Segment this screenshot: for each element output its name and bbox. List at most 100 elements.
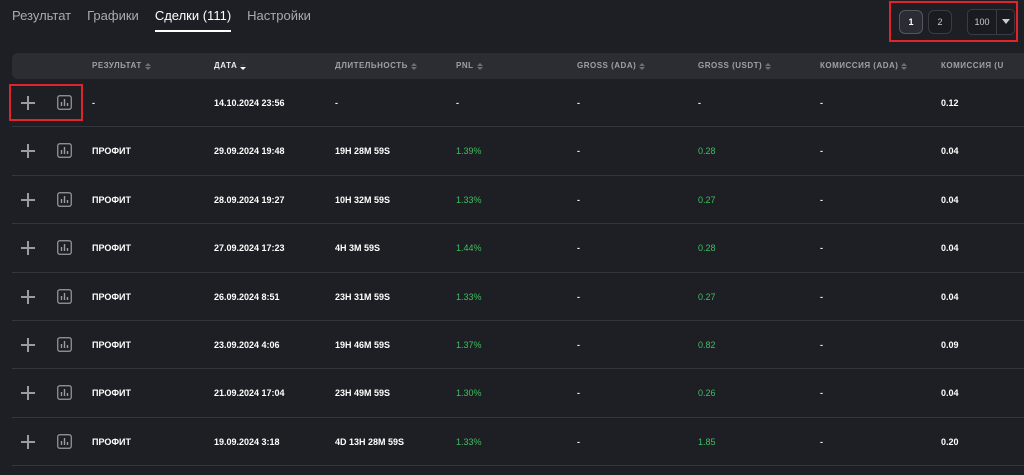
cell-pnl: 1.44% (456, 243, 482, 254)
cell-result: ПРОФИТ (92, 243, 132, 254)
bar-chart-icon[interactable] (57, 433, 72, 449)
cell-result: ПРОФИТ (92, 388, 132, 399)
cell-fee-usdt: 0.09 (941, 339, 959, 350)
cell-date: 21.09.2024 17:04 (214, 388, 285, 399)
table-row: ПРОФИТ 23.09.2024 4:06 19H 46M 59S 1.37%… (12, 321, 1024, 370)
cell-duration: 19H 46M 59S (335, 339, 391, 350)
table-header: РЕЗУЛЬТАТ ДАТА ДЛИТЕЛЬНОСТЬ PNL GROSS (A… (12, 53, 1024, 79)
bar-chart-icon[interactable] (57, 385, 72, 401)
cell-result: ПРОФИТ (92, 146, 132, 157)
cell-gross-usdt: - (698, 98, 701, 108)
column-header-fee-usdt[interactable]: КОМИССИЯ (U (941, 53, 1004, 79)
plus-icon[interactable] (21, 434, 35, 449)
cell-date: 19.09.2024 3:18 (214, 436, 280, 447)
cell-fee-ada: - (820, 243, 823, 254)
cell-gross-ada: - (577, 291, 580, 302)
cell-pnl: 1.33% (456, 291, 482, 302)
cell-gross-usdt: 0.26 (698, 388, 716, 399)
per-page-select[interactable]: 100 (967, 8, 1015, 35)
cell-date: 26.09.2024 8:51 (214, 291, 280, 302)
cell-gross-usdt: 0.28 (698, 243, 716, 254)
cell-result: ПРОФИТ (92, 339, 132, 350)
tab-trades[interactable]: Сделки (111) (154, 0, 232, 32)
cell-fee-ada: - (820, 98, 823, 108)
cell-pnl: 1.37% (456, 339, 482, 350)
plus-icon[interactable] (21, 289, 35, 304)
cell-fee-usdt: 0.04 (941, 194, 959, 205)
plus-icon[interactable] (21, 96, 35, 110)
cell-fee-ada: - (820, 291, 823, 302)
bar-chart-icon[interactable] (57, 143, 72, 159)
cell-fee-usdt: 0.12 (941, 98, 959, 108)
cell-date: 14.10.2024 23:56 (214, 98, 285, 108)
cell-result: - (92, 98, 95, 108)
cell-date: 29.09.2024 19:48 (214, 146, 285, 157)
cell-gross-usdt: 0.27 (698, 291, 716, 302)
cell-date: 27.09.2024 17:23 (214, 243, 285, 254)
cell-pnl: 1.33% (456, 194, 482, 205)
plus-icon[interactable] (21, 144, 35, 159)
column-label: GROSS (USDT) (698, 61, 763, 70)
cell-fee-usdt: 0.04 (941, 291, 959, 302)
table-row: ПРОФИТ 19.09.2024 3:18 4D 13H 28M 59S 1.… (12, 418, 1024, 467)
cell-date: 23.09.2024 4:06 (214, 339, 280, 350)
cell-gross-ada: - (577, 98, 580, 108)
sort-arrows-icon (901, 62, 908, 70)
plus-icon[interactable] (21, 337, 35, 352)
bar-chart-icon[interactable] (57, 288, 72, 304)
sort-arrows-icon (410, 62, 417, 70)
table-body: - 14.10.2024 23:56 - - - - - 0.12 ПРОФИТ… (12, 79, 1024, 467)
cell-duration: 19H 28M 59S (335, 146, 391, 157)
cell-gross-usdt: 0.28 (698, 146, 716, 157)
cell-fee-usdt: 0.20 (941, 436, 959, 447)
tab-charts[interactable]: Графики (87, 8, 139, 23)
bar-chart-icon[interactable] (57, 240, 72, 256)
cell-gross-ada: - (577, 243, 580, 254)
tab-settings[interactable]: Настройки (247, 8, 311, 23)
column-label: КОМИССИЯ (ADA) (820, 61, 899, 70)
cell-gross-ada: - (577, 339, 580, 350)
cell-date: 28.09.2024 19:27 (214, 194, 285, 205)
tab-result[interactable]: Результат (12, 8, 72, 23)
cell-fee-usdt: 0.04 (941, 243, 959, 254)
cell-fee-ada: - (820, 388, 823, 399)
table-row: ПРОФИТ 28.09.2024 19:27 10H 32M 59S 1.33… (12, 176, 1024, 225)
sort-arrows-icon (765, 62, 772, 70)
column-header-fee-ada[interactable]: КОМИССИЯ (ADA) (820, 53, 908, 79)
cell-gross-usdt: 0.82 (698, 339, 716, 350)
cell-fee-ada: - (820, 436, 823, 447)
plus-icon[interactable] (21, 192, 35, 207)
cell-duration: 10H 32M 59S (335, 194, 391, 205)
cell-pnl: 1.33% (456, 436, 482, 447)
cell-duration: 23H 31M 59S (335, 291, 391, 302)
cell-result: ПРОФИТ (92, 194, 132, 205)
page-button-2[interactable]: 2 (928, 9, 952, 34)
column-header-gross-usdt[interactable]: GROSS (USDT) (698, 53, 772, 79)
tab-bar: Результат Графики Сделки (111) Настройки (12, 0, 311, 34)
column-header-result[interactable]: РЕЗУЛЬТАТ (92, 53, 151, 79)
cell-fee-usdt: 0.04 (941, 388, 959, 399)
page-button-1[interactable]: 1 (899, 9, 923, 34)
column-header-pnl[interactable]: PNL (456, 53, 483, 79)
cell-gross-usdt: 1.85 (698, 436, 716, 447)
plus-icon[interactable] (21, 241, 35, 256)
cell-duration: - (335, 98, 338, 108)
table-row: ПРОФИТ 27.09.2024 17:23 4H 3M 59S 1.44% … (12, 224, 1024, 273)
bar-chart-icon[interactable] (57, 337, 72, 352)
plus-icon[interactable] (21, 386, 35, 401)
trades-table: РЕЗУЛЬТАТ ДАТА ДЛИТЕЛЬНОСТЬ PNL GROSS (A… (12, 53, 1024, 467)
cell-fee-ada: - (820, 339, 823, 350)
cell-pnl: 1.39% (456, 146, 482, 157)
table-row: - 14.10.2024 23:56 - - - - - 0.12 (12, 79, 1024, 128)
bar-chart-icon[interactable] (57, 95, 72, 110)
bar-chart-icon[interactable] (57, 191, 72, 207)
column-label: РЕЗУЛЬТАТ (92, 61, 142, 70)
sort-arrows-icon (240, 62, 247, 70)
sort-arrows-icon (639, 62, 646, 70)
cell-fee-ada: - (820, 194, 823, 205)
chevron-down-icon[interactable] (996, 9, 1014, 34)
column-header-duration[interactable]: ДЛИТЕЛЬНОСТЬ (335, 53, 417, 79)
column-header-date[interactable]: ДАТА (214, 53, 247, 79)
column-header-gross-ada[interactable]: GROSS (ADA) (577, 53, 646, 79)
cell-duration: 23H 49M 59S (335, 388, 391, 399)
